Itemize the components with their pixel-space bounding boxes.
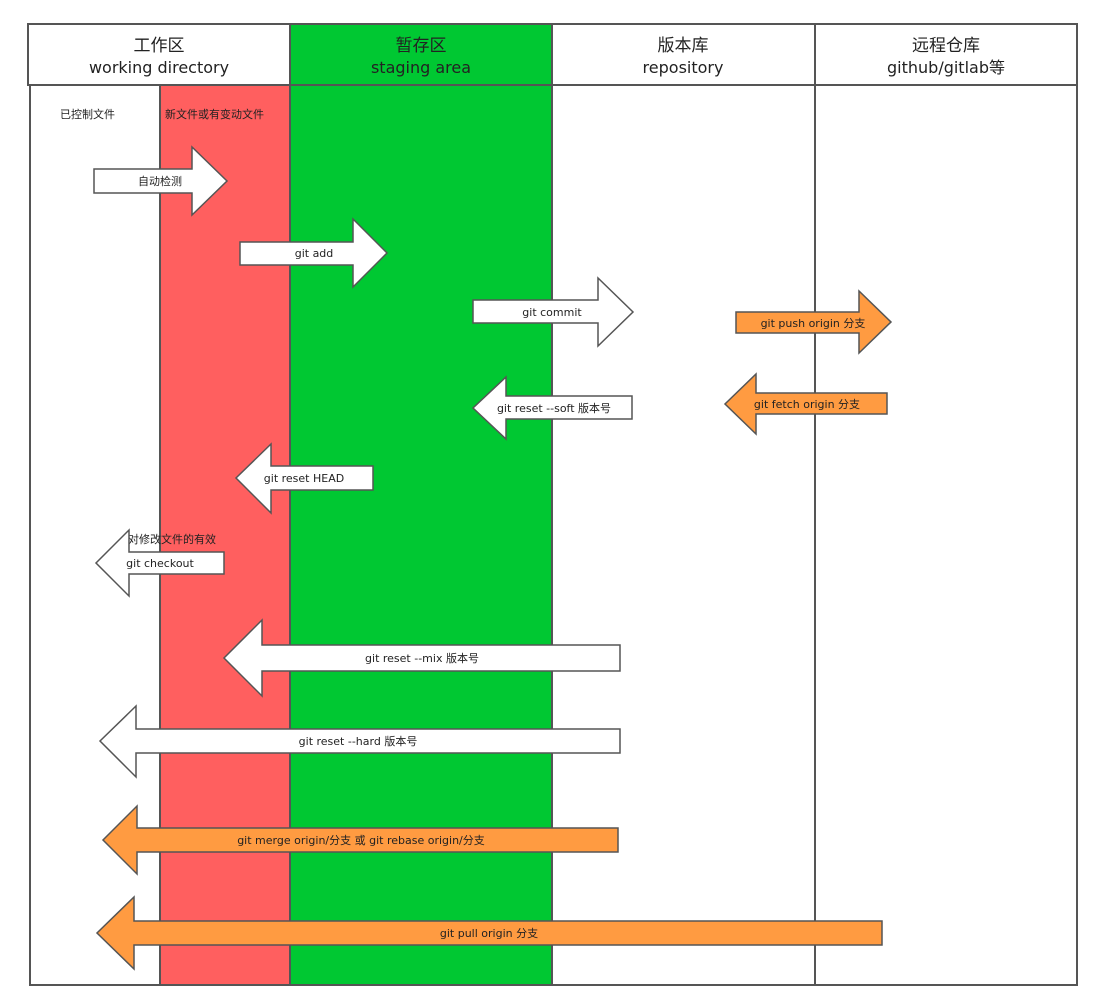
- arrow-git-reset-hard: git reset --hard 版本号: [98, 704, 621, 779]
- arrow-git-merge-label: git merge origin/分支 或 git rebase origin/…: [237, 834, 485, 847]
- arrow-git-merge: git merge origin/分支 或 git rebase origin/…: [101, 804, 619, 876]
- arrow-git-add: git add: [239, 217, 389, 289]
- arrow-git-push-label: git push origin 分支: [761, 317, 866, 330]
- header-subtitle-repository: repository: [643, 58, 724, 77]
- arrow-git-reset-soft: git reset --soft 版本号: [471, 375, 633, 441]
- header-working-directory: [27, 23, 291, 86]
- checkout-note: 对修改文件的有效: [128, 532, 216, 546]
- changed-files-label: 新文件或有变动文件: [165, 107, 264, 121]
- header-title-working-directory: 工作区: [134, 36, 185, 56]
- arrow-git-checkout: git checkout: [94, 528, 225, 598]
- header-title-repository: 版本库: [658, 36, 709, 56]
- arrow-git-reset-mix: git reset --mix 版本号: [222, 618, 621, 698]
- arrow-git-checkout-label: git checkout: [126, 557, 194, 570]
- arrow-git-add-label: git add: [295, 247, 334, 260]
- tracked-files-label: 已控制文件: [60, 107, 115, 121]
- arrow-git-reset-head: git reset HEAD: [234, 442, 374, 515]
- remote-repository-column: [814, 84, 1078, 986]
- header-staging-area: [289, 23, 553, 86]
- header-remote-repository: [814, 23, 1078, 86]
- arrow-auto-detect: 自动检测: [93, 145, 229, 217]
- arrow-auto-detect-label: 自动检测: [138, 174, 182, 188]
- header-subtitle-remote-repository: github/gitlab等: [887, 58, 1005, 77]
- arrow-git-reset-soft-label: git reset --soft 版本号: [497, 401, 611, 415]
- arrow-git-commit-label: git commit: [522, 306, 582, 319]
- arrow-git-pull: git pull origin 分支: [95, 895, 883, 971]
- arrow-git-fetch-label: git fetch origin 分支: [754, 398, 860, 411]
- arrow-git-fetch: git fetch origin 分支: [723, 372, 888, 436]
- arrow-git-commit: git commit: [472, 276, 635, 348]
- header-title-remote-repository: 远程仓库: [912, 36, 980, 56]
- arrow-git-reset-head-label: git reset HEAD: [264, 472, 344, 485]
- header-subtitle-working-directory: working directory: [89, 58, 229, 77]
- header-title-staging-area: 暂存区: [396, 36, 447, 56]
- arrow-git-reset-hard-label: git reset --hard 版本号: [299, 734, 418, 748]
- arrow-git-reset-mix-label: git reset --mix 版本号: [365, 651, 479, 665]
- header-subtitle-staging-area: staging area: [371, 58, 471, 77]
- arrow-git-push: git push origin 分支: [735, 289, 893, 355]
- arrow-git-pull-label: git pull origin 分支: [440, 927, 538, 940]
- header-repository: [551, 23, 816, 86]
